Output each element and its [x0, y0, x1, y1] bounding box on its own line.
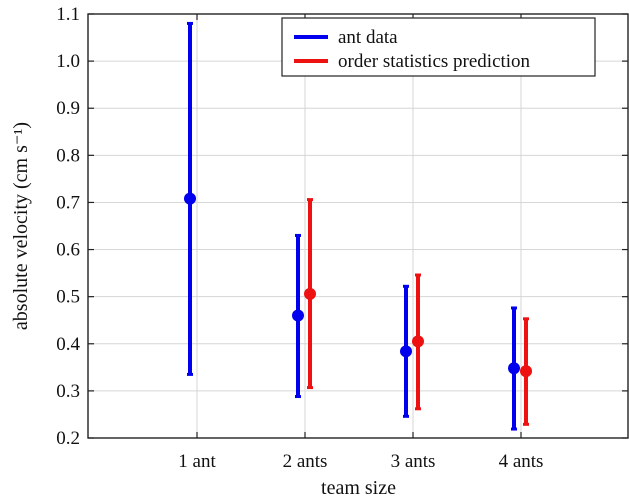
mean-point	[520, 365, 532, 378]
x-tick-label: 3 ants	[391, 451, 436, 472]
mean-point	[184, 192, 196, 205]
mean-point	[304, 287, 316, 300]
y-tick-label: 0.5	[56, 287, 80, 308]
x-tick-label: 4 ants	[499, 451, 544, 472]
y-tick-label: 0.4	[56, 334, 80, 355]
x-tick-label: 1 ant	[178, 451, 216, 472]
legend: ant data order statistics prediction	[281, 17, 596, 77]
y-tick-label: 1.0	[56, 51, 80, 72]
y-axis-title: absolute velocity (cm s⁻¹)	[10, 122, 32, 330]
plot-area	[88, 14, 628, 438]
y-tick-label: 0.8	[56, 145, 80, 166]
y-tick-label: 0.7	[56, 192, 80, 213]
plot-frame	[87, 13, 629, 439]
y-tick-label: 0.3	[56, 381, 80, 402]
mean-point	[400, 345, 412, 358]
y-tick-label: 1.1	[56, 4, 80, 25]
y-tick-label: 0.9	[56, 98, 80, 119]
x-tick-label: 2 ants	[283, 451, 328, 472]
mean-point	[412, 335, 424, 348]
mean-point	[508, 362, 520, 375]
legend-label: order statistics prediction	[338, 51, 531, 72]
y-tick-label: 0.6	[56, 240, 80, 261]
mean-point	[292, 309, 304, 322]
x-axis-title: team size	[321, 477, 396, 499]
y-tick-label: 0.2	[56, 428, 80, 449]
legend-label: ant data	[338, 27, 398, 48]
legend-box	[281, 17, 596, 77]
